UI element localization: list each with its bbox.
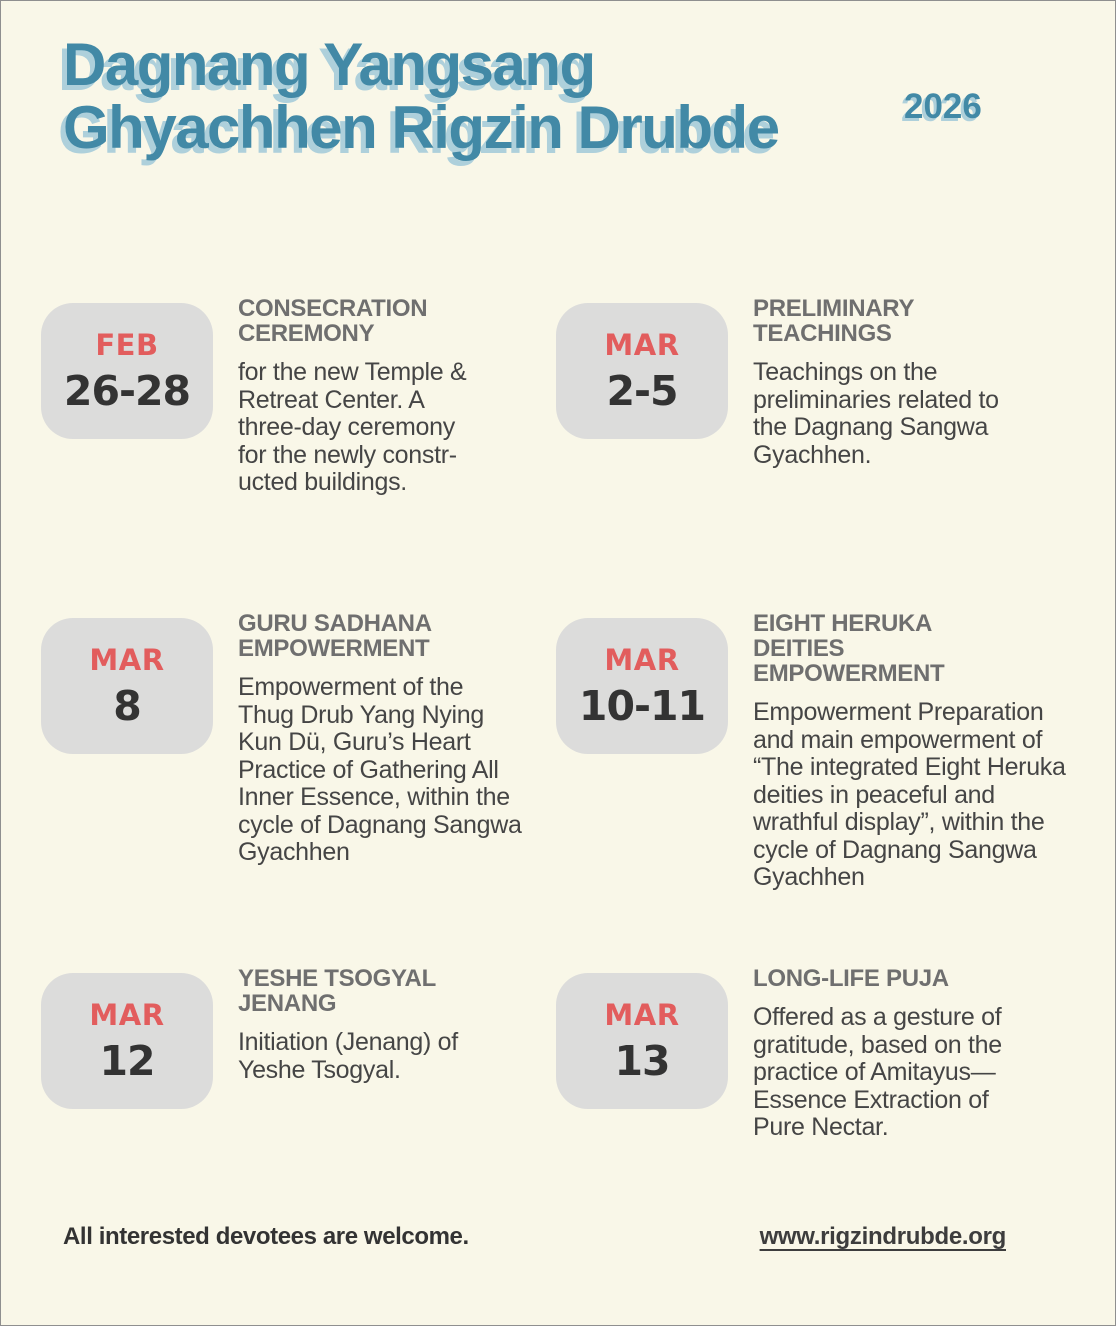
- date-badge: MAR 10-11: [556, 618, 728, 754]
- badge-dates: 26-28: [63, 366, 191, 415]
- badge-dates: 13: [614, 1036, 670, 1085]
- event-title: PRELIMINARY TEACHINGS: [753, 295, 915, 347]
- date-badge: MAR 12: [41, 973, 213, 1109]
- badge-dates: 8: [113, 681, 142, 730]
- date-badge: MAR 8: [41, 618, 213, 754]
- date-badge: MAR 13: [556, 973, 728, 1109]
- event-description: Teachings on the preliminaries related t…: [753, 358, 999, 469]
- event-info: YESHE TSOGYAL JENANG Initiation (Jenang)…: [238, 966, 458, 1084]
- badge-month: MAR: [89, 642, 165, 677]
- event-card-consecration: FEB 26-28 CONSECRATION CEREMONY for the …: [41, 296, 556, 611]
- date-badge: MAR 2-5: [556, 303, 728, 439]
- event-card-yeshe-tsogyal: MAR 12 YESHE TSOGYAL JENANG Initiation (…: [41, 966, 556, 1142]
- event-card-guru-sadhana: MAR 8 GURU SADHANA EMPOWERMENT Empowerme…: [41, 611, 556, 966]
- event-description: Empowerment Preparation and main empower…: [753, 698, 1066, 891]
- badge-month: MAR: [604, 997, 680, 1032]
- event-info: GURU SADHANA EMPOWERMENT Empowerment of …: [238, 611, 522, 867]
- event-card-eight-heruka: MAR 10-11 EIGHT HERUKA DEITIES EMPOWERME…: [556, 611, 1097, 966]
- event-title: LONG-LIFE PUJA: [753, 965, 949, 992]
- event-title: CONSECRATION CEREMONY: [238, 295, 428, 347]
- event-info: PRELIMINARY TEACHINGS Teachings on the p…: [753, 296, 999, 469]
- badge-month: MAR: [604, 327, 680, 362]
- event-card-long-life-puja: MAR 13 LONG-LIFE PUJA Offered as a gestu…: [556, 966, 1097, 1142]
- event-description: for the new Temple & Retreat Center. A t…: [238, 358, 467, 496]
- event-info: LONG-LIFE PUJA Offered as a gesture of g…: [753, 966, 1002, 1142]
- event-card-preliminary-teachings: MAR 2-5 PRELIMINARY TEACHINGS Teachings …: [556, 296, 1097, 611]
- event-title: YESHE TSOGYAL JENANG: [238, 965, 436, 1017]
- event-info: CONSECRATION CEREMONY for the new Temple…: [238, 295, 467, 497]
- badge-month: MAR: [89, 997, 165, 1032]
- badge-dates: 10-11: [578, 681, 706, 730]
- event-description: Initiation (Jenang) of Yeshe Tsogyal.: [238, 1028, 458, 1084]
- events-grid: FEB 26-28 CONSECRATION CEREMONY for the …: [41, 296, 1097, 1142]
- welcome-note: All interested devotees are welcome.: [63, 1223, 469, 1250]
- event-title: EIGHT HERUKA DEITIES EMPOWERMENT: [753, 610, 945, 687]
- website-link[interactable]: www.rigzindrubde.org: [759, 1223, 1007, 1250]
- event-info: EIGHT HERUKA DEITIES EMPOWERMENT Empower…: [753, 611, 1066, 892]
- event-description: Empowerment of the Thug Drub Yang Nying …: [238, 673, 522, 866]
- badge-month: FEB: [95, 327, 159, 362]
- event-title: GURU SADHANA EMPOWERMENT: [238, 610, 432, 662]
- footer: All interested devotees are welcome. www…: [63, 1223, 1006, 1251]
- badge-dates: 12: [99, 1036, 155, 1085]
- page-title: Dagnang Yangsang Ghyachhen Rigzin Drubde: [63, 31, 780, 161]
- badge-month: MAR: [604, 642, 680, 677]
- date-badge: FEB 26-28: [41, 303, 213, 439]
- event-description: Offered as a gesture of gratitude, based…: [753, 1003, 1002, 1141]
- year-label: 2026: [904, 87, 982, 126]
- badge-dates: 2-5: [606, 366, 678, 415]
